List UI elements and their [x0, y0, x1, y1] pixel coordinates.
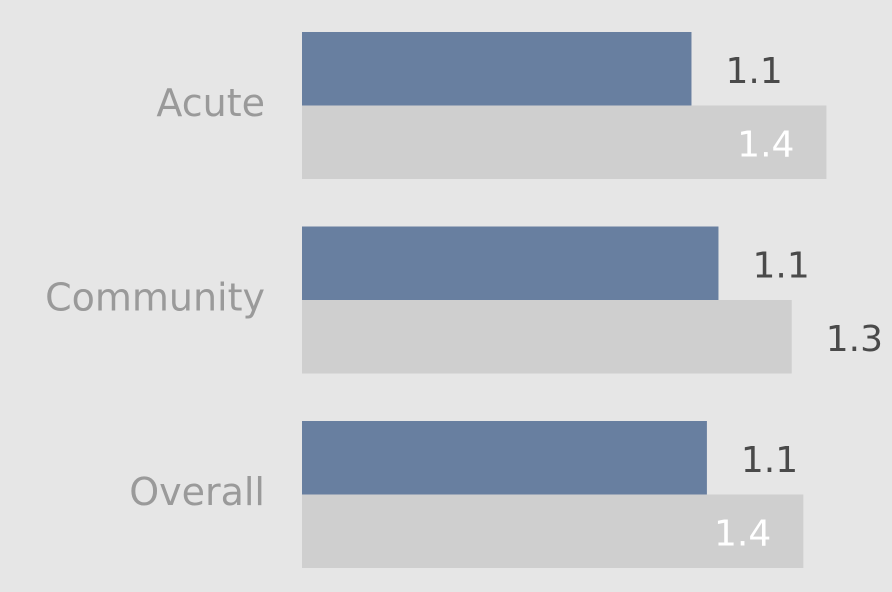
- bar: [302, 494, 804, 568]
- category-label: Acute: [156, 81, 265, 125]
- bar: [302, 300, 792, 374]
- value-label: 1.3: [826, 319, 883, 360]
- bar: [302, 226, 719, 300]
- value-label: 1.1: [752, 245, 809, 286]
- bar: [302, 105, 827, 179]
- category-label: Community: [45, 276, 265, 320]
- value-label: 1.4: [737, 124, 794, 165]
- bar: [302, 32, 692, 106]
- category-label: Overall: [129, 470, 265, 514]
- bar: [302, 421, 707, 495]
- value-label: 1.1: [725, 51, 782, 92]
- value-label: 1.4: [714, 513, 771, 554]
- value-label: 1.1: [741, 440, 798, 481]
